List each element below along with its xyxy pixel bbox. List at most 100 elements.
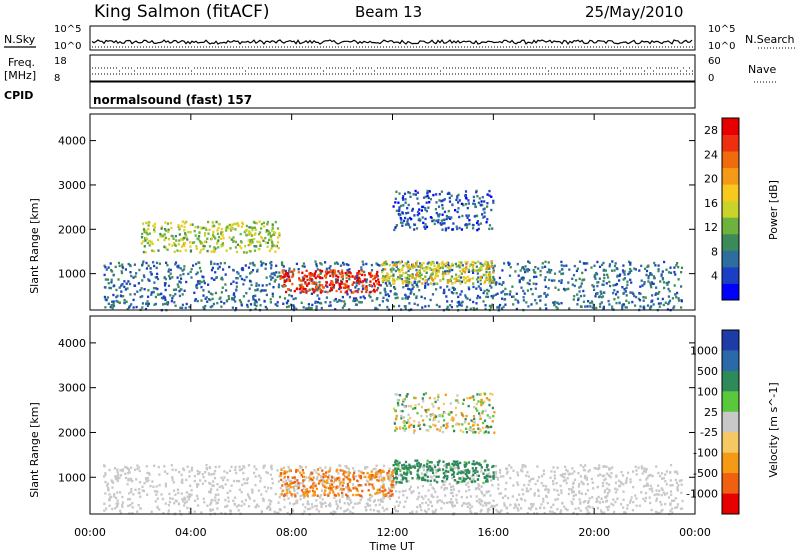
- heatmap-cell: [214, 499, 217, 502]
- heatmap-cell: [257, 284, 261, 287]
- heatmap-cell: [584, 305, 587, 308]
- heatmap-cell: [468, 503, 472, 506]
- heatmap-cell: [207, 232, 210, 235]
- heatmap-cell: [488, 304, 491, 308]
- heatmap-cell: [419, 276, 422, 280]
- heatmap-cell: [354, 286, 357, 289]
- heatmap-cell: [606, 491, 610, 495]
- heatmap-cell: [326, 479, 329, 482]
- heatmap-cell: [106, 484, 109, 487]
- heatmap-cell: [440, 190, 443, 193]
- heatmap-cell: [486, 295, 490, 299]
- heatmap-cell: [455, 494, 458, 497]
- heatmap-cell: [563, 476, 566, 479]
- heatmap-cell: [321, 286, 324, 289]
- heatmap-cell: [516, 299, 519, 303]
- heatmap-cell: [383, 275, 386, 279]
- heatmap-cell: [474, 468, 477, 472]
- heatmap-cell: [334, 278, 338, 281]
- heatmap-cell: [607, 483, 610, 486]
- heatmap-cell: [254, 294, 257, 297]
- heatmap-cell: [178, 280, 181, 283]
- heatmap-cell: [584, 262, 587, 265]
- heatmap-cell: [499, 492, 503, 495]
- nave-tick-top: 60: [708, 56, 721, 67]
- heatmap-cell: [397, 276, 400, 279]
- heatmap-cell: [433, 479, 436, 482]
- heatmap-cell: [457, 466, 460, 470]
- heatmap-cell: [507, 261, 510, 264]
- heatmap-cell: [624, 511, 627, 514]
- heatmap-cell: [582, 289, 585, 293]
- heatmap-cell: [486, 292, 489, 295]
- heatmap-cell: [259, 231, 262, 234]
- heatmap-cell: [465, 267, 468, 270]
- heatmap-cell: [451, 505, 454, 508]
- heatmap-cell: [159, 235, 162, 238]
- heatmap-cell: [615, 301, 618, 305]
- heatmap-cell: [548, 278, 551, 282]
- heatmap-cell: [508, 293, 511, 296]
- heatmap-cell: [591, 301, 594, 304]
- heatmap-cell: [462, 203, 465, 206]
- heatmap-cell: [657, 471, 660, 475]
- heatmap-cell: [479, 428, 482, 431]
- heatmap-cell: [201, 482, 204, 485]
- heatmap-cell: [469, 510, 472, 513]
- heatmap-cell: [556, 497, 559, 501]
- heatmap-cell: [204, 226, 207, 229]
- heatmap-cell: [511, 295, 514, 298]
- heatmap-cell: [605, 465, 608, 468]
- heatmap-cell: [254, 289, 257, 292]
- heatmap-cell: [347, 486, 350, 489]
- heatmap-cell: [212, 224, 215, 227]
- heatmap-cell: [457, 471, 460, 474]
- heatmap-cell: [238, 488, 241, 491]
- heatmap-cell: [244, 498, 247, 502]
- heatmap-cell: [378, 491, 381, 494]
- heatmap-cell: [539, 506, 542, 509]
- heatmap-cell: [404, 293, 407, 297]
- heatmap-cell: [412, 193, 415, 196]
- heatmap-cell: [625, 477, 628, 480]
- heatmap-cell: [407, 418, 410, 422]
- heatmap-cell: [207, 283, 210, 286]
- heatmap-cell: [610, 472, 613, 475]
- heatmap-cell: [394, 197, 397, 200]
- heatmap-cell: [602, 305, 605, 309]
- heatmap-cell: [385, 494, 388, 497]
- nsky-line: [91, 39, 693, 45]
- heatmap-cell: [596, 292, 599, 295]
- heatmap-cell: [516, 481, 519, 484]
- heatmap-cell: [174, 468, 177, 472]
- heatmap-cell: [148, 239, 151, 243]
- heatmap-cell: [382, 497, 385, 500]
- heatmap-cell: [296, 479, 299, 482]
- heatmap-cell: [398, 270, 401, 274]
- heatmap-cell: [307, 289, 310, 292]
- heatmap-cell: [146, 238, 149, 241]
- heatmap-cell: [578, 286, 581, 289]
- heatmap-cell: [383, 464, 386, 468]
- heatmap-cell: [434, 418, 437, 421]
- heatmap-cell: [445, 295, 448, 298]
- heatmap-cell: [611, 307, 614, 311]
- heatmap-cell: [476, 296, 479, 300]
- heatmap-cell: [677, 265, 680, 269]
- heatmap-cell: [602, 269, 605, 272]
- heatmap-cell: [425, 415, 428, 418]
- heatmap-cell: [327, 476, 330, 479]
- heatmap-cell: [413, 280, 416, 283]
- heatmap-cell: [521, 266, 524, 270]
- heatmap-cell: [216, 507, 219, 510]
- heatmap-cell: [603, 276, 606, 280]
- heatmap-cell: [486, 218, 489, 221]
- heatmap-cell: [152, 485, 155, 488]
- heatmap-cell: [464, 277, 467, 280]
- nave-tick-bottom: 0: [708, 73, 714, 84]
- heatmap-cell: [361, 280, 364, 284]
- heatmap-cell: [116, 491, 119, 494]
- heatmap-cell: [256, 288, 259, 292]
- power-colorbar-tick: 8: [711, 245, 718, 258]
